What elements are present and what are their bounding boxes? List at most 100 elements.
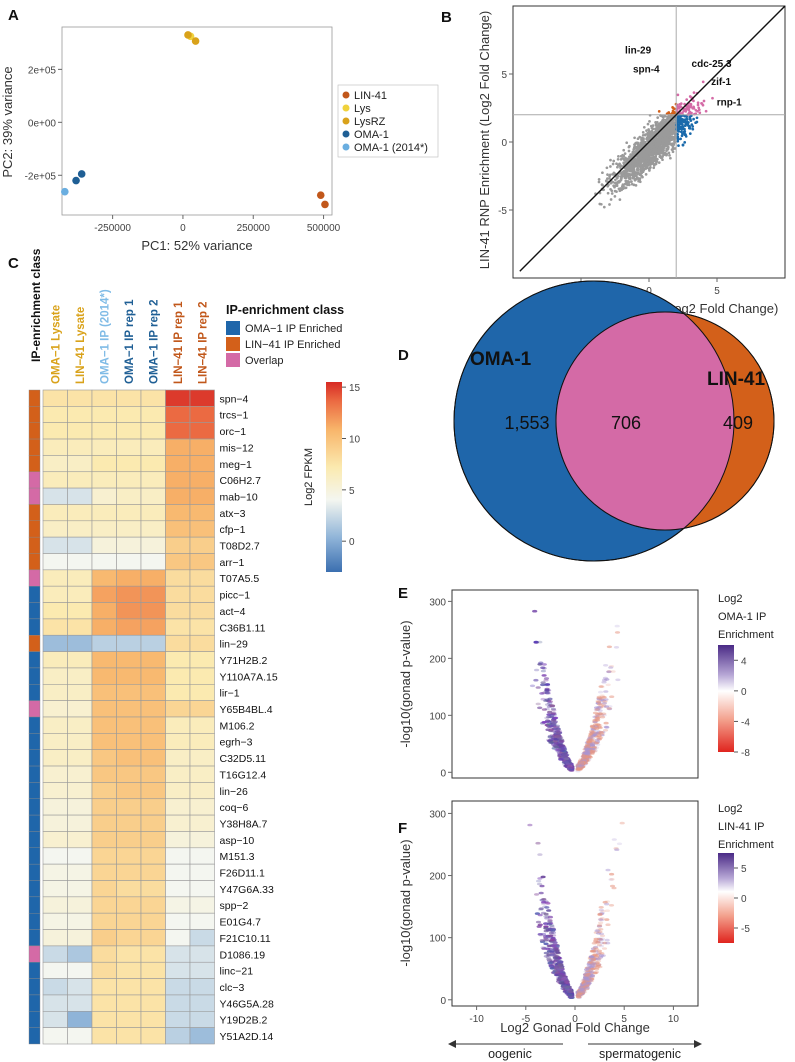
volcano-gene-point: [593, 746, 600, 749]
heatmap-cell: [67, 389, 93, 407]
heatmap-gene-label: lin−29: [220, 639, 248, 651]
b-gene-point: [679, 105, 683, 108]
class-legend-label: Overlap: [245, 355, 284, 367]
volcano-gene-point: [551, 743, 557, 746]
heatmap-cell: [165, 1027, 191, 1045]
heatmap-cell: [189, 389, 215, 407]
heatmap-cell: [42, 716, 68, 734]
b-gene-point: [612, 171, 616, 175]
heatmap-cell: [165, 438, 191, 456]
volcano-gene-point: [616, 842, 623, 846]
b-gene-point: [656, 150, 660, 154]
b-gene-point: [609, 198, 613, 201]
b-y-tick-label: 5: [501, 70, 507, 81]
heatmap-cell: [189, 618, 215, 636]
b-gene-point: [598, 202, 602, 206]
volcano-gene-point: [595, 723, 601, 726]
heatmap-gene-label: Y46G5A.28: [220, 998, 274, 1010]
volcano-gene-point: [545, 928, 552, 932]
heatmap-cell: [165, 994, 191, 1012]
row-class-cell: [28, 455, 41, 472]
b-gene-point: [660, 120, 664, 124]
volcano-gene-point: [557, 961, 563, 964]
heatmap-cell: [165, 683, 191, 701]
b-gene-point: [608, 174, 611, 178]
volcano-gene-point: [548, 724, 554, 728]
volcano-gene-point: [614, 848, 620, 851]
b-gene-point: [648, 120, 651, 123]
b-gene-point: [676, 139, 680, 143]
heatmap-cell: [140, 716, 166, 734]
volcano-gene-point: [541, 898, 547, 901]
heatmap-cell: [67, 585, 93, 603]
heatmap-cell: [189, 1027, 215, 1045]
b-gene-point: [647, 156, 650, 159]
volcano-gene-point: [590, 731, 597, 734]
row-class-cell: [28, 684, 41, 701]
fpkm-colorbar: 0 5 10 15 Log2 FPKM: [303, 382, 361, 572]
class-legend-swatch: [226, 337, 240, 351]
volcano-gene-point: [611, 886, 617, 890]
heatmap-cell: [189, 912, 215, 930]
volcano-gene-point: [546, 738, 552, 742]
b-gene-point: [631, 171, 635, 175]
volcano-gene-point: [564, 757, 570, 760]
heatmap-cell: [189, 929, 215, 947]
volcano-gene-point: [584, 986, 591, 990]
heatmap-cell: [42, 1027, 68, 1045]
b-gene-point: [631, 175, 635, 179]
heatmap-gene-label: lir−1: [220, 688, 240, 700]
volcano-x-tick-label: -5: [521, 1014, 530, 1025]
volcano-gene-point: [577, 995, 583, 998]
volcano-gene-point: [609, 872, 615, 876]
heatmap-cell: [189, 520, 215, 538]
volcano-gene-point: [599, 713, 605, 717]
b-gene-point: [627, 183, 631, 187]
heatmap-cell: [189, 749, 215, 767]
volcano-gene-point: [602, 900, 608, 904]
heatmap-cell: [189, 569, 215, 587]
heatmap-cell: [165, 406, 191, 424]
volcano-gene-point: [601, 702, 608, 705]
heatmap-cell: [91, 585, 117, 603]
venn-oma1-label: OMA-1: [470, 349, 532, 370]
heatmap-cell: [42, 487, 68, 505]
a-x-tick-label: 250000: [237, 223, 271, 234]
a-legend-label: LIN-41: [354, 90, 387, 102]
volcano-gene-point: [537, 923, 543, 927]
volcano-gene-point: [545, 902, 551, 905]
volcano-gene-point: [548, 728, 555, 731]
volcano-gene-point: [611, 838, 617, 841]
class-legend-swatch: [226, 353, 240, 367]
b-gene-point: [639, 167, 643, 170]
b-gene-point: [609, 181, 613, 185]
b-gene-point: [638, 173, 642, 177]
volcano-gene-point: [592, 953, 598, 957]
volcano-gene-point: [544, 683, 551, 686]
volcano-gene-point: [604, 909, 611, 912]
b-gene-point: [643, 150, 647, 154]
volcano-gene-point: [595, 928, 601, 931]
volcano-gene-point: [537, 913, 543, 917]
fpkm-colorbar-gradient: [326, 382, 342, 572]
panel-c: C IP-enrichment class OMA−1 Lysate LIN−41…: [8, 248, 361, 1045]
volcano-gene-point: [537, 853, 543, 856]
heatmap-cell: [165, 978, 191, 996]
b-gene-point: [686, 104, 690, 107]
b-gene-point: [600, 183, 604, 186]
heatmap-gene-label: T16G12.4: [220, 769, 267, 781]
volcano-gene-point: [561, 984, 567, 988]
heatmap-cell: [116, 585, 142, 603]
volcano-gene-point: [568, 990, 574, 993]
heatmap-cell: [42, 1010, 68, 1028]
volcano-gene-point: [608, 666, 614, 669]
a-y-tick-label: 0e+00: [28, 118, 57, 129]
volcano-gene-point: [565, 985, 571, 989]
b-gene-label: rnp-1: [717, 97, 742, 108]
heatmap-cell: [67, 487, 93, 505]
heatmap-gene-label: linc−21: [220, 966, 254, 978]
heatmap-cell: [116, 406, 142, 424]
volcano-gene-point: [585, 978, 591, 981]
row-class-title: IP-enrichment class: [29, 248, 43, 362]
heatmap-cell: [67, 569, 93, 587]
